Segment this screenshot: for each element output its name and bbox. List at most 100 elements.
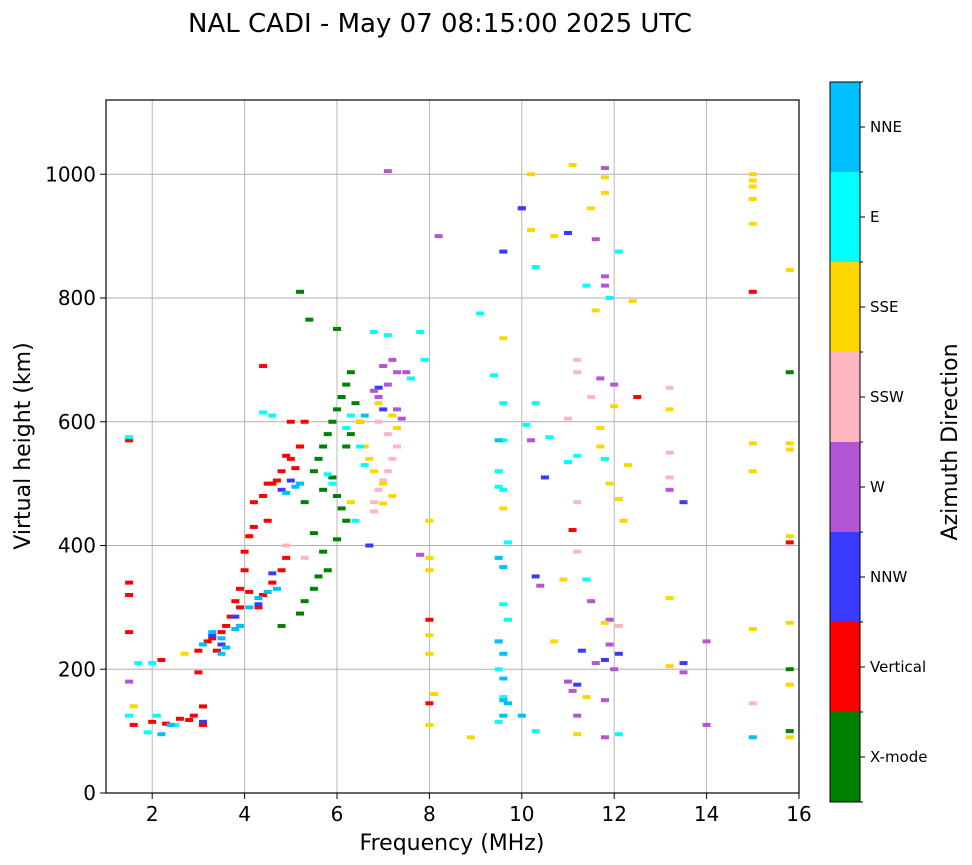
data-point xyxy=(748,197,757,201)
data-point xyxy=(785,370,794,375)
y-tick-label: 200 xyxy=(58,657,96,681)
data-point xyxy=(319,444,328,449)
data-point xyxy=(702,722,711,727)
data-point xyxy=(527,227,536,232)
data-point xyxy=(499,713,508,718)
colorbar-tick-label: NNW xyxy=(870,568,907,586)
data-point xyxy=(259,410,268,415)
data-point xyxy=(406,376,415,381)
colorbar-tick-label: NNE xyxy=(870,118,902,136)
data-point xyxy=(416,552,425,557)
data-point xyxy=(300,500,309,505)
data-point xyxy=(568,528,577,533)
data-point xyxy=(628,299,637,304)
data-point xyxy=(379,478,388,483)
data-point xyxy=(369,469,378,474)
data-point xyxy=(425,651,434,656)
data-point xyxy=(499,487,508,492)
data-point xyxy=(263,589,272,594)
data-point xyxy=(785,682,794,687)
data-point xyxy=(291,466,300,471)
data-point xyxy=(393,407,402,412)
data-point xyxy=(499,336,508,341)
data-point xyxy=(203,639,212,644)
x-tick-label: 14 xyxy=(694,802,719,826)
data-point xyxy=(282,453,291,458)
data-point xyxy=(402,370,411,375)
data-point xyxy=(125,630,134,635)
data-point xyxy=(286,419,295,424)
data-point xyxy=(333,326,341,331)
data-point xyxy=(531,265,540,270)
colorbar-segment xyxy=(830,622,860,712)
data-point xyxy=(522,422,531,427)
data-point xyxy=(785,534,794,539)
colorbar-tick-label: SSE xyxy=(870,298,899,316)
series-nnw xyxy=(199,206,688,724)
data-point xyxy=(494,639,503,644)
data-point xyxy=(342,444,351,449)
data-point xyxy=(129,722,138,727)
data-point xyxy=(277,568,286,573)
data-point xyxy=(383,333,392,338)
data-point xyxy=(591,661,600,666)
data-point xyxy=(125,580,134,585)
data-point xyxy=(162,721,171,726)
data-point xyxy=(199,722,208,727)
data-point xyxy=(466,735,475,740)
data-point xyxy=(494,667,503,672)
series-x-mode xyxy=(277,289,794,734)
data-point xyxy=(785,729,794,734)
data-point xyxy=(208,633,217,638)
data-point xyxy=(199,704,208,709)
data-point xyxy=(217,642,226,647)
data-point xyxy=(577,648,586,653)
data-point xyxy=(499,651,508,656)
data-point xyxy=(277,469,286,474)
data-point xyxy=(388,456,397,461)
data-point xyxy=(175,716,184,721)
data-point xyxy=(268,413,277,418)
data-point xyxy=(665,385,674,390)
data-point xyxy=(499,698,508,703)
data-point xyxy=(360,413,369,418)
data-point xyxy=(499,438,508,443)
data-point xyxy=(337,395,346,399)
data-point xyxy=(231,614,240,619)
data-point xyxy=(531,401,540,406)
y-tick-label: 600 xyxy=(58,410,96,434)
data-point xyxy=(383,382,392,387)
data-point xyxy=(679,670,688,675)
data-point xyxy=(356,444,365,449)
data-point xyxy=(129,704,138,709)
data-point xyxy=(235,605,244,610)
y-axis-label: Virtual height (km) xyxy=(11,342,36,549)
data-point xyxy=(748,178,757,183)
data-point xyxy=(564,679,572,684)
data-point xyxy=(356,419,365,424)
data-point xyxy=(679,500,688,505)
data-point xyxy=(614,732,623,737)
x-tick-label: 16 xyxy=(786,802,811,826)
data-point xyxy=(369,500,378,505)
data-point xyxy=(476,311,485,316)
data-point xyxy=(605,296,614,300)
data-point xyxy=(499,565,508,570)
data-point xyxy=(605,642,614,647)
data-point xyxy=(527,438,536,443)
data-point xyxy=(600,274,609,279)
data-point xyxy=(600,283,609,288)
colorbar-tick-label: SSW xyxy=(870,388,904,406)
data-point xyxy=(125,713,134,718)
data-point xyxy=(277,487,286,492)
colorbar-segment xyxy=(830,172,860,262)
data-point xyxy=(199,719,208,724)
data-point xyxy=(259,593,268,597)
data-point xyxy=(328,475,337,480)
data-point xyxy=(263,518,272,523)
data-point xyxy=(125,679,134,684)
data-point xyxy=(245,534,254,539)
data-point xyxy=(286,478,295,483)
data-point xyxy=(328,419,337,424)
data-point xyxy=(226,614,235,619)
